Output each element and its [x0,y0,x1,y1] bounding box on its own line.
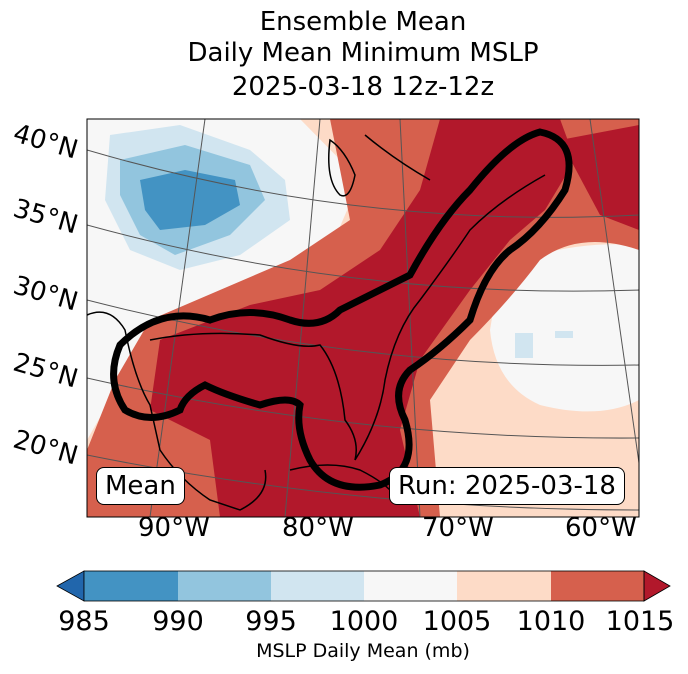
colorbar-bin-985-990 [84,571,178,601]
lon-label-70w: 70°W [422,513,494,543]
colorbar-tick-1000: 1000 [329,606,399,637]
colorbar-bin-995-1000 [271,571,364,601]
lon-label-60w: 60°W [565,513,637,543]
chart-title-line-3: 2025-03-18 12z-12z [231,72,495,102]
chart-title-line-1: Ensemble Mean [259,7,467,37]
colorbar-bin-1005-1010 [457,571,551,601]
field-995-1000-atlantic-small [555,331,573,338]
field-985-990 [140,170,240,230]
colorbar-tick-985: 985 [58,606,110,637]
colorbar-under-arrow [56,570,85,602]
graticule [87,119,639,517]
lon-label-90w: 90°W [138,513,210,543]
contour-1015 [110,128,573,491]
colorbar [56,570,671,602]
field-995-1000-atlantic [515,333,533,358]
colorbar-bin-990-995 [178,571,271,601]
mslp-field [87,119,639,517]
colorbar-bin-1000-1005 [364,571,457,601]
colorbar-label: MSLP Daily Mean (mb) [256,640,470,662]
colorbar-tick-1005: 1005 [422,606,492,637]
colorbar-bin-1010-1015 [551,571,644,601]
colorbar-tick-990: 990 [152,606,204,637]
colorbar-frame [83,570,645,602]
field-over-1015-northeast [560,125,639,230]
field-1000-1005-atlantic [490,244,639,412]
field-over-1015 [150,119,575,517]
lon-label-80w: 80°W [282,513,354,543]
field-label-box: Mean [96,467,185,505]
map-frame [86,118,640,518]
colorbar-tick-1010: 1010 [516,606,586,637]
colorbar-tick-1015: 1015 [605,606,675,637]
colorbar-tick-995: 995 [245,606,297,637]
colorbar-over-arrow [643,570,671,602]
chart-title-line-2: Daily Mean Minimum MSLP [187,38,539,68]
run-date-box: Run: 2025-03-18 [389,467,625,505]
